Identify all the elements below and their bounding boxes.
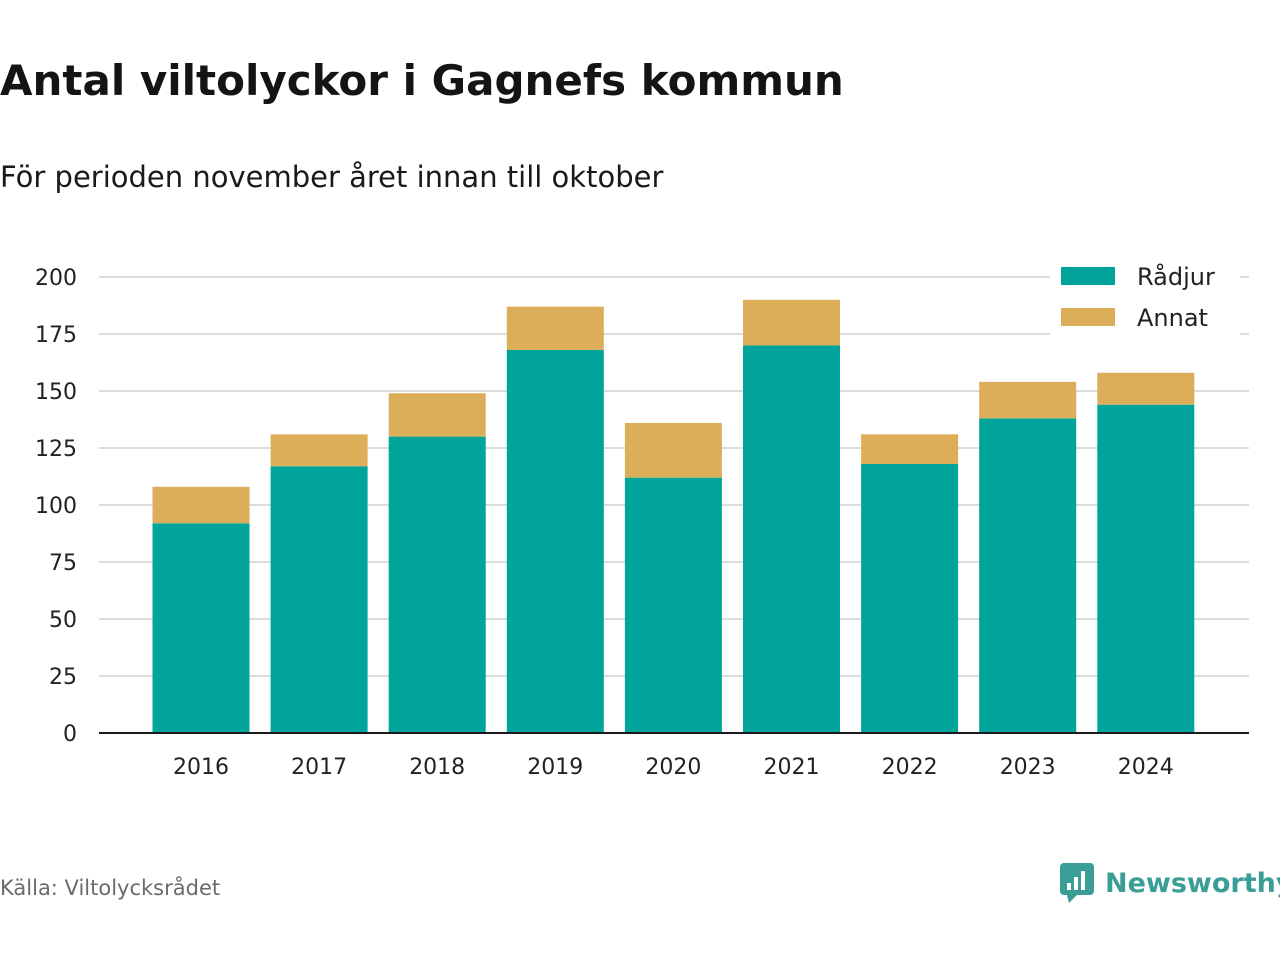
y-tick-label: 150 (35, 380, 77, 405)
bar-primary-2021 (743, 345, 840, 733)
bar-secondary-2024 (1097, 372, 1195, 405)
bar-primary-2022 (861, 463, 959, 733)
bar-primary-2019 (506, 349, 604, 733)
chart-title: Antal viltolyckor i Gagnefs kommun (0, 56, 844, 105)
y-tick-label: 100 (35, 494, 77, 519)
bar-secondary-2019 (506, 306, 604, 350)
brand-name: Newsworthy (1105, 867, 1280, 899)
bar-primary-2020 (624, 477, 722, 733)
x-tick-label: 2016 (173, 755, 229, 780)
x-tick-label: 2017 (291, 755, 347, 780)
bar-primary-2017 (270, 466, 368, 733)
x-tick-label: 2018 (409, 755, 465, 780)
x-tick-label: 2022 (882, 755, 938, 780)
bar-secondary-2016 (152, 486, 250, 524)
x-tick-label: 2021 (764, 755, 820, 780)
y-tick-label: 25 (49, 665, 77, 690)
y-tick-label: 200 (35, 266, 77, 291)
x-tick-label: 2024 (1118, 755, 1174, 780)
y-tick-label: 75 (49, 551, 77, 576)
bars (152, 299, 1195, 733)
y-tick-label: 125 (35, 437, 77, 462)
bar-secondary-2018 (388, 393, 486, 437)
chart-subtitle: För perioden november året innan till ok… (0, 160, 664, 194)
source-note: Källa: Viltolycksrådet (0, 876, 221, 900)
bar-chart-icon (1060, 863, 1094, 903)
bar-secondary-2021 (743, 299, 840, 346)
bar-primary-2018 (388, 436, 486, 733)
x-tick-label: 2020 (645, 755, 701, 780)
legend-swatch (1061, 308, 1115, 326)
bar-secondary-2017 (270, 434, 368, 467)
bar-secondary-2023 (979, 381, 1077, 419)
bar-primary-2023 (979, 418, 1077, 733)
y-tick-label: 50 (49, 608, 77, 633)
bar-secondary-2020 (624, 422, 722, 478)
bar-primary-2024 (1097, 404, 1195, 733)
y-tick-label: 175 (35, 323, 77, 348)
bar-primary-2016 (152, 523, 250, 733)
legend-label: Rådjur (1137, 262, 1215, 291)
y-tick-label: 0 (63, 722, 77, 747)
legend: Rådjur Annat (1050, 255, 1240, 345)
x-tick-label: 2023 (1000, 755, 1056, 780)
legend-label: Annat (1137, 304, 1208, 332)
bar-secondary-2022 (861, 434, 959, 464)
brand-logo: Newsworthy (1059, 862, 1280, 904)
x-tick-label: 2019 (527, 755, 583, 780)
axes: 0 25 50 75 100 125 150 175 200 2016 2017 2018 2019 20… (35, 266, 1249, 780)
legend-swatch (1061, 267, 1115, 285)
